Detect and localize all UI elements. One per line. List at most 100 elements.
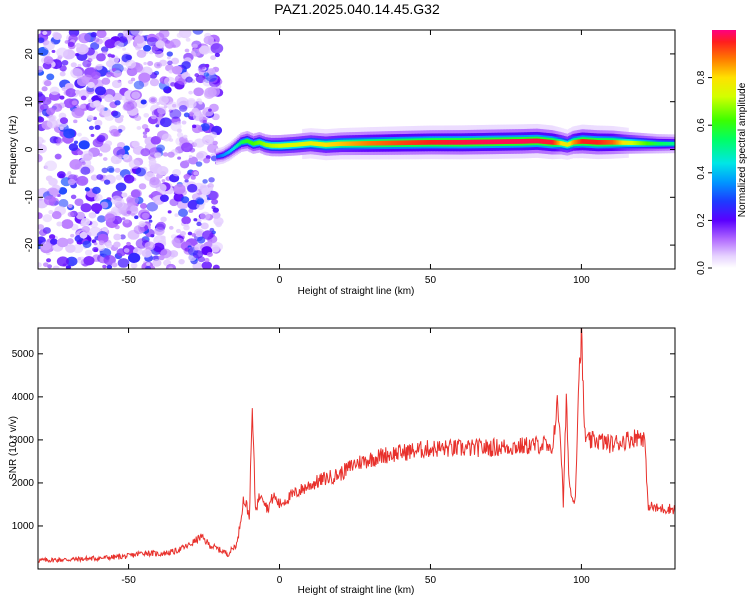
signal-cell [483, 139, 486, 145]
signal-cell [540, 138, 543, 144]
signal-cell [601, 140, 604, 145]
signal-cell [584, 139, 587, 144]
noise-blob [38, 197, 43, 201]
spectrogram-ytick-label: -10 [24, 190, 35, 205]
signal-cell [530, 138, 533, 144]
signal-cell [281, 143, 284, 148]
noise-blob [84, 187, 91, 192]
noise-blob [78, 140, 90, 150]
noise-blob [151, 114, 157, 120]
signal-cell [463, 139, 466, 145]
signal-cell [413, 140, 416, 145]
signal-cell [561, 141, 564, 146]
noise-blob [93, 37, 100, 43]
signal-cell [591, 139, 595, 145]
noise-blob [88, 125, 95, 130]
signal-cell [259, 140, 263, 145]
noise-blob [91, 203, 103, 213]
signal-cell [637, 141, 640, 146]
noise-blob [179, 231, 187, 237]
signal-cell [296, 142, 299, 147]
noise-blob [100, 201, 109, 209]
snr-xlabel: Height of straight line (km) [298, 585, 415, 596]
signal-cell [481, 139, 484, 145]
noise-blob [119, 114, 124, 119]
noise-blob [67, 203, 73, 208]
noise-blob [77, 257, 82, 261]
signal-cell [291, 142, 294, 147]
noise-blob [52, 265, 60, 269]
noise-blob [183, 112, 190, 118]
signal-cell [582, 139, 586, 144]
noise-blob [143, 61, 147, 66]
signal-cell [344, 141, 347, 146]
noise-blob [202, 179, 208, 184]
signal-cell [374, 140, 377, 146]
noise-blob [148, 158, 157, 166]
signal-cell [604, 140, 607, 145]
noise-blob [210, 55, 216, 61]
signal-cell [456, 139, 459, 145]
noise-blob [193, 87, 204, 97]
noise-blob [169, 250, 179, 258]
signal-cell [644, 141, 647, 146]
signal-cell [442, 139, 445, 145]
signal-cell [655, 141, 658, 146]
signal-cell [373, 140, 376, 146]
signal-cell [572, 140, 575, 145]
noise-blob [80, 95, 87, 101]
noise-blob [148, 194, 154, 199]
noise-blob [209, 227, 215, 232]
noise-blob [178, 258, 185, 265]
noise-blob [188, 156, 198, 165]
noise-blob [207, 190, 219, 200]
noise-blob [59, 126, 64, 130]
signal-cell [507, 139, 510, 144]
noise-blob [123, 174, 135, 184]
noise-blob [93, 242, 98, 246]
noise-blob [114, 167, 121, 173]
signal-cell [557, 140, 560, 146]
signal-cell [607, 140, 610, 145]
noise-blob [191, 48, 202, 57]
signal-cell [264, 142, 267, 147]
noise-blob [75, 211, 86, 220]
noise-blob [77, 132, 82, 137]
noise-blob [121, 192, 128, 198]
signal-cell [450, 139, 453, 145]
noise-blob [179, 104, 188, 112]
signal-cell [397, 140, 400, 146]
noise-blob [110, 128, 120, 137]
signal-cell [478, 139, 481, 145]
noise-blob [80, 203, 92, 213]
signal-cell [345, 141, 349, 146]
signal-cell [223, 152, 226, 157]
signal-cell [415, 140, 418, 145]
signal-cell [445, 139, 448, 145]
noise-blob [101, 167, 109, 174]
signal-cell [267, 143, 270, 148]
spectrogram-ylabel: Frequency (Hz) [8, 116, 19, 185]
noise-blob [207, 86, 221, 97]
signal-cell [238, 141, 241, 146]
noise-blob [38, 111, 42, 117]
noise-blob [195, 218, 202, 224]
signal-cell [484, 139, 487, 145]
signal-cell [433, 139, 436, 145]
signal-cell [250, 141, 253, 145]
noise-blob [197, 256, 205, 263]
noise-blob [193, 138, 205, 148]
noise-blob [146, 202, 158, 212]
noise-blob [157, 165, 169, 176]
signal-cell [359, 141, 362, 146]
noise-blob [101, 77, 111, 85]
signal-cell [496, 139, 499, 145]
signal-cell [537, 138, 540, 144]
signal-cell [276, 143, 279, 148]
noise-blob [138, 183, 147, 190]
signal-cell [403, 140, 406, 146]
signal-cell [398, 140, 401, 146]
noise-blob [69, 159, 83, 170]
signal-cell [480, 139, 483, 145]
noise-blob [107, 53, 113, 58]
